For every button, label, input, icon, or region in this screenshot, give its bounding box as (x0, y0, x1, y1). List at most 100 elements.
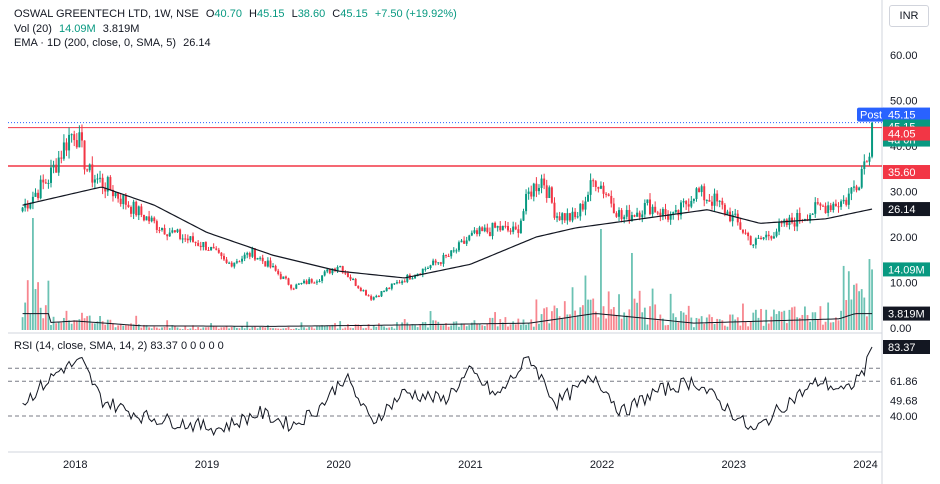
candle-body (191, 236, 194, 242)
volume-bar (442, 325, 445, 330)
volume-bar (610, 309, 613, 330)
time-tick-label: 2021 (458, 459, 482, 471)
candle-body (553, 202, 556, 218)
candle-body (93, 179, 96, 183)
volume-bar (124, 324, 127, 330)
volume-bar (445, 323, 447, 330)
rsi-label: RSI (14, close, SMA, 14, 2) (14, 340, 148, 352)
candle-body (241, 258, 244, 262)
volume-bar (88, 315, 91, 330)
volume-bar (186, 329, 189, 330)
volume-bar (651, 288, 654, 330)
volume-bar (612, 307, 615, 330)
candle-body (780, 222, 783, 224)
candle-body (163, 228, 166, 235)
volume-bar (450, 325, 453, 330)
ema-polyline (22, 186, 873, 279)
volume-bar (827, 302, 830, 330)
candle-body (352, 278, 355, 280)
candle-body (26, 203, 29, 209)
volume-bar (566, 314, 569, 330)
candle-body (847, 193, 850, 205)
candle-body (269, 260, 272, 268)
candle-body (651, 206, 654, 215)
volume-bar (460, 323, 463, 330)
volume-bar (618, 294, 620, 330)
candle-body (380, 291, 383, 297)
volume-bar (594, 311, 597, 330)
volume-bar (478, 323, 481, 330)
candle-body (274, 265, 277, 271)
candles (21, 122, 874, 301)
volume-bar (73, 320, 76, 330)
open-value: 40.70 (214, 8, 242, 20)
volume-bar (747, 326, 750, 330)
volume-bar (101, 321, 104, 330)
volume-bar (804, 306, 806, 330)
candle-body (486, 227, 489, 232)
candle-body (375, 295, 378, 298)
volume-bar (344, 327, 347, 330)
candle-body (563, 213, 566, 221)
volume-bar (326, 325, 329, 330)
candle-body (845, 199, 848, 205)
currency-button[interactable]: INR (889, 5, 929, 27)
volume-bar (553, 305, 556, 330)
candle-body (215, 248, 218, 250)
volume-bar (230, 326, 233, 330)
volume-bar (576, 315, 579, 330)
candle-body (525, 193, 528, 212)
volume-bar (698, 318, 700, 330)
candle-body (548, 187, 551, 199)
candle-body (625, 209, 628, 217)
candle-body (824, 205, 827, 214)
volume-bar (427, 327, 429, 330)
volume-bar (26, 280, 29, 330)
change-value: +7.50 (+19.92%) (374, 8, 457, 20)
candle-body (111, 189, 114, 197)
candle-body (646, 199, 649, 203)
candle-body (592, 180, 595, 182)
volume-bar (65, 310, 68, 330)
volume-bar (860, 289, 863, 330)
candle-body (832, 203, 835, 211)
candle-body (362, 290, 365, 292)
horizontal-lines[interactable] (8, 122, 882, 167)
candle-body (656, 212, 659, 214)
candle-body (34, 192, 37, 197)
candle-body (749, 236, 752, 245)
candle-body (713, 193, 716, 206)
volume-bar (303, 327, 305, 330)
volume-bar (75, 320, 78, 330)
candle-body (597, 186, 600, 189)
volume-bar (401, 322, 404, 330)
volume-bar (801, 314, 804, 330)
volume-bar (646, 324, 649, 330)
candle-body (850, 187, 853, 194)
volume-bar (153, 326, 156, 330)
candle-body (62, 142, 65, 159)
volume-label: Vol (20) (14, 23, 52, 35)
candle-body (60, 157, 63, 159)
candle-body (101, 177, 104, 188)
volume-bar (199, 328, 202, 330)
candle-body (75, 140, 78, 148)
volume-ma-value: 3.819M (102, 23, 140, 35)
symbol-title[interactable]: OSWAL GREENTECH LTD, 1W, NSE (14, 8, 199, 20)
volume-bar (37, 282, 39, 330)
volume-legend[interactable]: Vol (20) 14.09M 3.819M (14, 22, 143, 36)
candle-body (168, 232, 171, 237)
rsi-legend[interactable]: RSI (14, close, SMA, 14, 2) 83.37 0 0 0 … (14, 340, 224, 352)
volume-bar (174, 326, 176, 330)
low-label: L (291, 8, 298, 20)
candle-body (605, 193, 608, 195)
ema-legend[interactable]: EMA · 1D (200, close, 0, SMA, 5) 26.14 (14, 36, 215, 50)
volume-bar (424, 322, 427, 330)
volume-bar (819, 306, 822, 330)
candle-body (47, 182, 50, 184)
candle-body (589, 180, 592, 195)
volume-bar (494, 312, 496, 330)
volume-bar (664, 325, 667, 330)
volume-bar (192, 325, 194, 330)
